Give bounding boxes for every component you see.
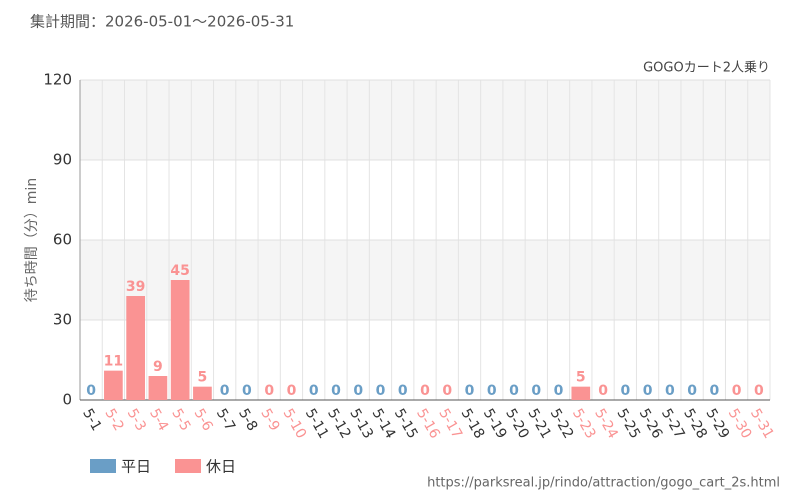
value-label: 0 [376,383,386,399]
grid-band [80,80,770,160]
value-label: 0 [220,383,230,399]
value-label: 0 [287,383,297,399]
value-label: 0 [732,383,742,399]
y-tick-label: 30 [53,311,72,329]
value-label: 11 [104,354,123,370]
chart-title: 集計期間：2026-05-01～2026-05-31 [30,13,294,31]
x-tick-label: 5-5 [168,406,193,434]
value-label: 0 [309,383,319,399]
y-tick-label: 90 [53,151,72,169]
value-label: 0 [709,383,719,399]
value-label: 0 [620,383,630,399]
value-label: 9 [153,359,163,375]
value-label: 0 [420,383,430,399]
y-tick-label: 0 [62,391,72,409]
value-label: 0 [687,383,697,399]
x-tick-label: 5-3 [124,406,149,434]
legend-label: 休日 [206,458,236,476]
bar [571,386,591,400]
value-label: 0 [531,383,541,399]
value-label: 0 [331,383,341,399]
bar [170,280,190,400]
bar [126,296,145,400]
value-label: 0 [754,383,764,399]
bar [104,370,123,400]
y-tick-label: 60 [53,231,72,249]
bar [148,376,168,400]
x-tick-label: 5-6 [190,406,215,434]
bar [193,386,212,400]
value-label: 0 [442,383,452,399]
legend-swatch [90,459,116,473]
y-tick-label: 120 [43,71,72,89]
source-url: https://parksreal.jp/rindo/attraction/go… [427,476,780,491]
legend-swatch [175,459,201,473]
x-tick-label: 5-7 [213,406,238,434]
value-label: 0 [242,383,252,399]
value-label: 0 [509,383,519,399]
value-label: 0 [665,383,675,399]
value-label: 0 [554,383,564,399]
value-label: 0 [264,383,274,399]
chart-subtitle: GOGOカート2人乗り [643,61,770,76]
x-tick-label: 5-2 [101,406,126,434]
value-label: 0 [643,383,653,399]
value-label: 0 [598,383,608,399]
x-tick-label: 5-4 [146,406,171,434]
value-label: 0 [86,383,96,399]
value-label: 0 [353,383,363,399]
value-label: 39 [126,279,145,295]
value-label: 5 [576,370,586,386]
grid-band [80,240,770,320]
value-label: 0 [487,383,497,399]
value-label: 5 [198,370,208,386]
x-tick-label: 5-31 [747,406,777,442]
x-tick-label: 5-1 [79,406,104,434]
value-label: 0 [398,383,408,399]
value-label: 45 [170,263,189,279]
legend-label: 平日 [121,458,151,476]
y-axis-label: 待ち時間（分）min [24,178,40,302]
x-tick-label: 5-9 [257,406,282,434]
value-label: 0 [465,383,475,399]
x-tick-label: 5-8 [235,406,260,434]
